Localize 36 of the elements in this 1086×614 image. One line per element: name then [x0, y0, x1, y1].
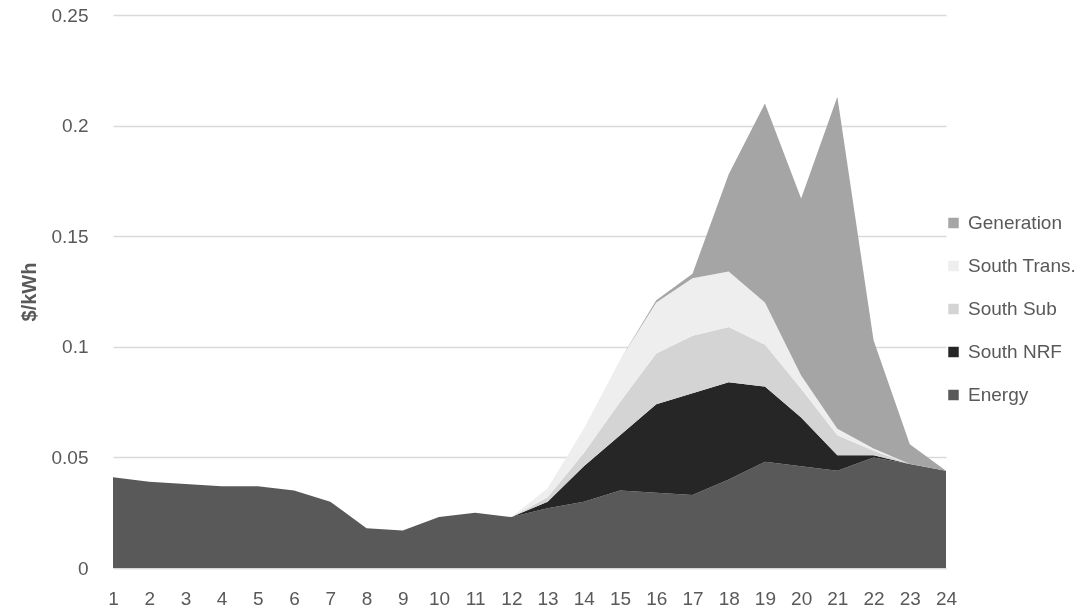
y-axis-title: $/kWh	[17, 262, 40, 322]
x-tick-label: 24	[935, 587, 958, 609]
x-tick-label: 9	[397, 587, 409, 609]
legend-label: South Sub	[968, 298, 1057, 319]
x-tick-label: 2	[144, 587, 156, 609]
x-tick-label: 8	[361, 587, 373, 609]
x-tick-label: 20	[791, 587, 813, 609]
y-tick-label: 0.25	[51, 4, 89, 26]
x-tick-label: 14	[573, 587, 596, 609]
x-tick-label: 13	[537, 587, 559, 609]
x-tick-label: 19	[754, 587, 776, 609]
legend-label: Energy	[968, 384, 1029, 405]
x-tick-label: 21	[827, 587, 849, 609]
x-tick-label: 16	[646, 587, 668, 609]
x-tick-label: 7	[325, 587, 337, 609]
x-tick-label: 10	[428, 587, 451, 609]
x-tick-label: 22	[863, 587, 885, 609]
y-tick-label: 0.1	[62, 336, 89, 358]
x-tick-label: 4	[216, 587, 228, 609]
x-tick-label: 17	[682, 587, 704, 609]
x-tick-label: 11	[465, 587, 486, 609]
y-tick-label: 0.2	[62, 115, 89, 137]
x-tick-label: 12	[501, 587, 523, 609]
x-tick-label: 18	[718, 587, 740, 609]
x-tick-label: 15	[609, 587, 632, 609]
legend-label: South NRF	[968, 341, 1062, 362]
legend-label: South Trans.	[968, 255, 1076, 276]
x-tick-label: 23	[899, 587, 921, 609]
x-tick-label: 5	[253, 587, 264, 609]
y-tick-label: 0.05	[51, 446, 89, 468]
x-tick-label: 6	[289, 587, 300, 609]
legend-label: Generation	[968, 212, 1063, 233]
y-tick-label: 0.15	[51, 225, 89, 247]
y-tick-label: 0	[77, 557, 89, 579]
x-tick-label: 3	[180, 587, 192, 609]
x-tick-label: 1	[108, 587, 119, 609]
